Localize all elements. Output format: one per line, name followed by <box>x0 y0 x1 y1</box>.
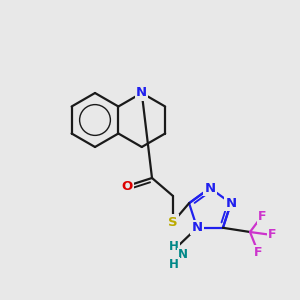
Text: N: N <box>178 248 188 262</box>
Text: F: F <box>254 245 262 259</box>
Text: S: S <box>168 215 178 229</box>
Text: N: N <box>225 197 236 210</box>
Text: N: N <box>204 182 216 194</box>
Text: F: F <box>258 209 266 223</box>
Text: H: H <box>169 239 179 253</box>
Text: H: H <box>169 257 179 271</box>
Text: N: N <box>191 221 203 234</box>
Text: F: F <box>268 229 276 242</box>
Text: O: O <box>122 179 133 193</box>
Text: N: N <box>136 86 147 100</box>
